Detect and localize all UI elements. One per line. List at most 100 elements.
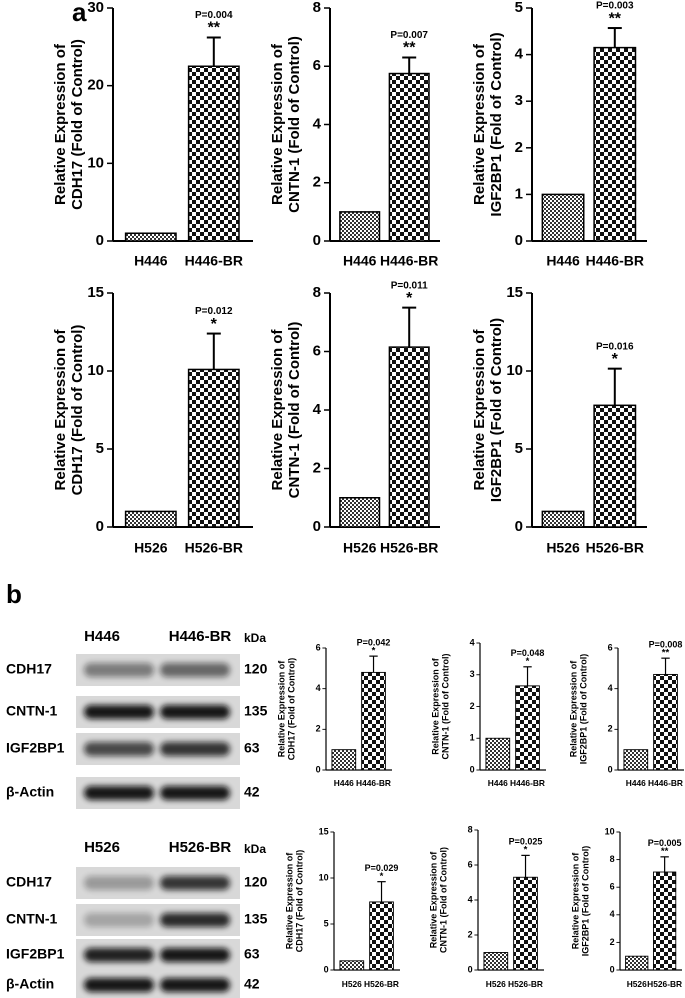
x-tick-label: H446	[334, 778, 354, 788]
significance: *	[372, 645, 376, 656]
y-axis-label: Relative Expression of	[570, 852, 580, 950]
blot-row-label: β-Actin	[6, 784, 54, 800]
blot-column-label: H526	[84, 839, 120, 856]
blot-band	[84, 742, 154, 756]
blot-kda: 135	[244, 703, 268, 719]
blot-band	[160, 786, 230, 800]
x-tick-label: H446-BR	[380, 253, 438, 269]
y-tick-label: 0	[470, 764, 475, 774]
x-tick-label: H526	[342, 979, 362, 989]
y-tick-label: 3	[515, 92, 523, 109]
x-tick-label: H446	[343, 253, 377, 269]
y-tick-label: 4	[316, 683, 321, 693]
blot-kda: 63	[244, 740, 260, 756]
y-tick-label: 8	[313, 0, 321, 16]
blot-band	[84, 913, 154, 927]
bar	[187, 65, 240, 242]
bar-chart: 0 1 2 3 4 Relative Expression of CNTN-1 (Fold …	[430, 637, 546, 788]
significance: *	[211, 316, 218, 333]
bar-chart: 0 1 2 3 4 5 Relative Expression of IGF2BP1 (Fol…	[471, 0, 647, 269]
x-tick-label: H446	[626, 778, 646, 788]
panel-label: a	[72, 0, 87, 27]
y-tick-label: 0	[96, 518, 104, 535]
blot-band	[84, 705, 154, 719]
significance: *	[524, 845, 528, 856]
p-value: P=0.008	[649, 639, 683, 649]
x-tick-label: H526-BR	[647, 979, 682, 989]
blot-kda: 42	[244, 784, 260, 800]
y-tick-label: 0	[610, 964, 615, 974]
bar-chart: 0 2 4 6 8 Relative Expression of CNTN-1 (Fold …	[428, 824, 544, 989]
significance: **	[662, 647, 670, 658]
significance: **	[208, 20, 221, 37]
y-tick-label: 4	[608, 683, 613, 693]
bar	[593, 404, 637, 528]
x-tick-label: H526	[134, 540, 168, 556]
y-axis-label: Relative Expression of	[471, 329, 488, 491]
blot-row-label: β-Actin	[6, 976, 54, 992]
x-tick-label: H446-BR	[586, 253, 644, 269]
y-tick-label: 6	[313, 342, 321, 359]
y-tick-label: 2	[313, 174, 321, 191]
significance: **	[403, 40, 416, 57]
blot-kda: 135	[244, 911, 268, 927]
y-tick-label: 2	[316, 724, 321, 734]
p-value: P=0.029	[365, 863, 399, 873]
y-tick-label: 5	[515, 440, 523, 457]
blot-row-label: IGF2BP1	[6, 946, 65, 962]
blot-kda: 63	[244, 946, 260, 962]
bar	[388, 72, 430, 242]
y-axis-label: IGF2BP1 (Fold of Control)	[488, 318, 505, 502]
y-tick-label: 8	[610, 854, 615, 864]
y-axis-label: Relative Expression of	[52, 329, 69, 491]
significance: *	[380, 871, 384, 882]
y-axis-label: Relative Expression of	[568, 660, 578, 758]
blot-kda: 120	[244, 874, 268, 890]
x-tick-label: H526-BR	[380, 540, 438, 556]
bar-chart: 0 2 4 6 8 Relative Expression of CNTN-1 (Fold …	[269, 0, 440, 269]
y-tick-label: 4	[468, 894, 473, 904]
bar	[369, 901, 394, 971]
y-tick-label: 15	[319, 826, 329, 836]
panel-label: b	[6, 579, 22, 609]
blot-band	[84, 948, 154, 962]
y-axis-label: CNTN-1 (Fold of Control)	[441, 654, 451, 760]
blot-unit: kDa	[244, 842, 266, 856]
significance: *	[612, 351, 619, 368]
bar-chart: 0 10 20 30 Relative Expression of CDH17 (Fold…	[52, 0, 253, 269]
y-tick-label: 8	[468, 824, 473, 834]
y-tick-label: 0	[468, 964, 473, 974]
blot-band	[160, 978, 230, 992]
y-tick-label: 10	[319, 872, 329, 882]
y-axis-label: CNTN-1 (Fold of Control)	[286, 322, 303, 499]
blot-column-label: H526-BR	[169, 839, 232, 856]
blot-band	[84, 876, 154, 890]
y-tick-label: 6	[313, 57, 321, 74]
y-tick-label: 1	[470, 733, 475, 743]
blot-row-label: CNTN-1	[6, 703, 58, 719]
y-axis-label: Relative Expression of	[430, 657, 440, 755]
p-value: P=0.003	[596, 1, 634, 12]
y-tick-label: 10	[605, 826, 615, 836]
blot-row-label: CDH17	[6, 661, 52, 677]
bar	[388, 346, 430, 528]
bar	[187, 368, 240, 528]
blot-column-label: H446	[84, 628, 120, 645]
bar	[653, 673, 678, 771]
bar	[541, 193, 585, 242]
blot-row-label: CNTN-1	[6, 911, 58, 927]
y-tick-label: 1	[515, 185, 523, 202]
y-axis-label: Relative Expression of	[471, 43, 488, 205]
bar-chart: 0 5 10 15 Relative Expression of IGF2BP1 (Fol…	[471, 284, 647, 556]
blot-unit: kDa	[244, 631, 266, 645]
y-axis-label: IGF2BP1 (Fold of Control)	[488, 32, 505, 216]
y-tick-label: 6	[610, 882, 615, 892]
blot-band	[160, 663, 230, 677]
bar	[593, 46, 637, 242]
y-tick-label: 3	[470, 669, 475, 679]
y-axis-label: CDH17 (Fold of Control)	[69, 325, 86, 496]
blot-row-label: CDH17	[6, 874, 52, 890]
blot-kda: 42	[244, 976, 260, 992]
bar	[485, 737, 511, 771]
bar	[515, 685, 540, 771]
